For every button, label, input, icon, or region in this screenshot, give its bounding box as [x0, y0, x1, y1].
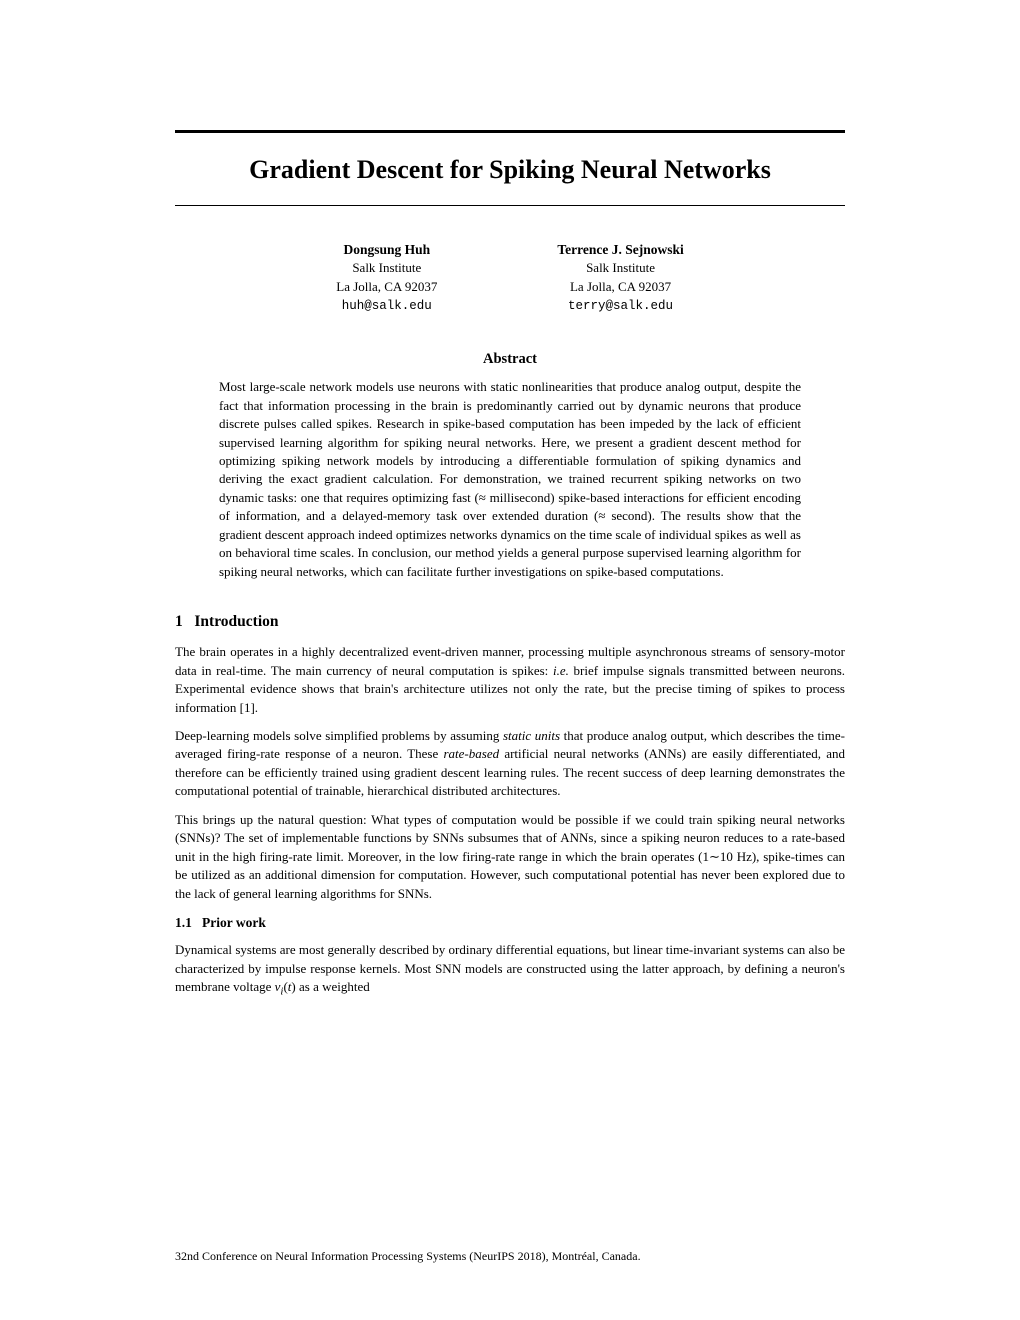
abstract-body: Most large-scale network models use neur…	[219, 378, 801, 581]
paragraph-2: Deep-learning models solve simplified pr…	[175, 727, 845, 801]
section-1-title: Introduction	[194, 613, 278, 630]
author-1-affiliation: Salk Institute	[336, 259, 437, 278]
author-1-email: huh@salk.edu	[336, 297, 437, 315]
paper-page: Gradient Descent for Spiking Neural Netw…	[0, 0, 1020, 1320]
author-block: Dongsung Huh Salk Institute La Jolla, CA…	[175, 240, 845, 315]
paragraph-4: Dynamical systems are most generally des…	[175, 941, 845, 1000]
title-rule	[175, 205, 845, 206]
section-1-heading: 1 Introduction	[175, 613, 845, 631]
conference-footer: 32nd Conference on Neural Information Pr…	[175, 1249, 845, 1264]
author-1-name: Dongsung Huh	[336, 240, 437, 260]
author-2-name: Terrence J. Sejnowski	[557, 240, 683, 260]
paper-title: Gradient Descent for Spiking Neural Netw…	[175, 153, 845, 187]
author-2-affiliation: Salk Institute	[557, 259, 683, 278]
author-2: Terrence J. Sejnowski Salk Institute La …	[557, 240, 683, 315]
author-1: Dongsung Huh Salk Institute La Jolla, CA…	[336, 240, 437, 315]
author-2-address: La Jolla, CA 92037	[557, 278, 683, 297]
subsection-1-1-number: 1.1	[175, 915, 192, 930]
author-2-email: terry@salk.edu	[557, 297, 683, 315]
abstract-heading: Abstract	[175, 351, 845, 368]
section-1-number: 1	[175, 613, 183, 630]
paragraph-1: The brain operates in a highly decentral…	[175, 643, 845, 717]
subsection-1-1-title: Prior work	[202, 915, 266, 930]
author-1-address: La Jolla, CA 92037	[336, 278, 437, 297]
subsection-1-1-heading: 1.1 Prior work	[175, 915, 845, 931]
top-rule	[175, 130, 845, 133]
paragraph-3: This brings up the natural question: Wha…	[175, 811, 845, 903]
